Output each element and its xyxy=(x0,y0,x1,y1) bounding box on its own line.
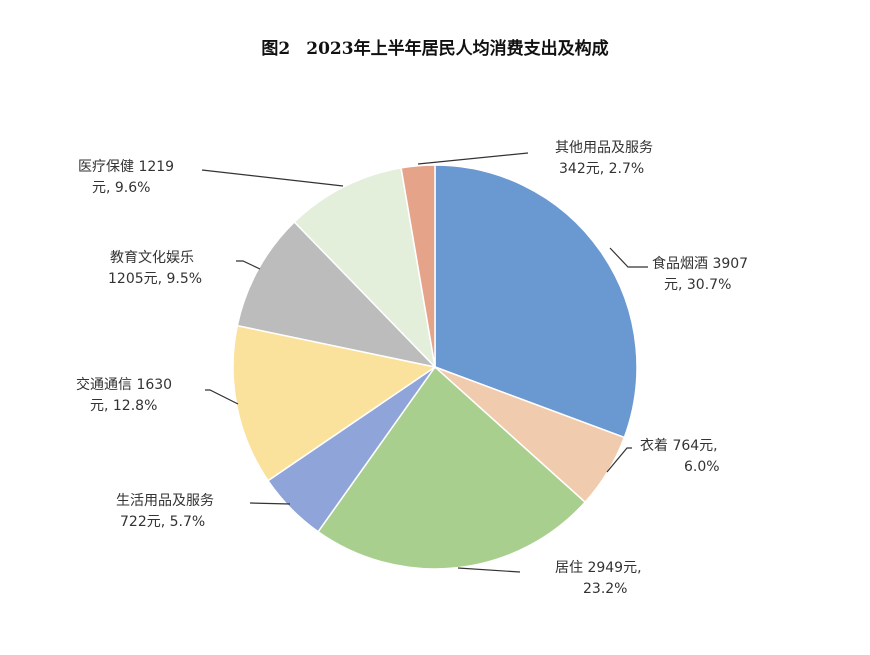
label-line-1: 衣着 764元, xyxy=(640,438,718,454)
label-line-1: 教育文化娱乐 xyxy=(110,250,194,266)
pie-slice-housing xyxy=(317,365,587,570)
slice-label-other: 其他用品及服务 342元, 2.7% xyxy=(555,138,653,180)
label-line-1: 居住 2949元, xyxy=(555,560,642,576)
leader-line-transport xyxy=(205,389,239,405)
label-line-1: 食品烟酒 3907 xyxy=(652,256,749,272)
label-line-2: 元, 30.7% xyxy=(664,277,732,293)
leader-line-clothing xyxy=(606,447,632,473)
slice-label-food: 食品烟酒 3907 元, 30.7% xyxy=(652,254,748,296)
leader-line-education xyxy=(236,260,261,270)
label-line-1: 医疗保健 1219 xyxy=(78,159,175,175)
label-line-2: 722元, 5.7% xyxy=(120,514,206,530)
pie-slice-transport xyxy=(232,324,437,482)
label-line-2: 元, 12.8% xyxy=(90,398,158,414)
slice-label-housing: 居住 2949元, 23.2% xyxy=(555,558,642,600)
pie-slice-medical xyxy=(293,167,437,370)
slice-label-transport: 交通通信 1630 元, 12.8% xyxy=(76,375,172,417)
leader-line-other xyxy=(417,152,529,165)
label-line-2: 6.0% xyxy=(684,459,720,475)
label-line-2: 1205元, 9.5% xyxy=(108,271,203,287)
slice-label-clothing: 衣着 764元, 6.0% xyxy=(640,436,720,478)
leader-line-food xyxy=(609,247,648,268)
label-line-2: 342元, 2.7% xyxy=(559,161,645,177)
slice-label-household: 生活用品及服务 722元, 5.7% xyxy=(116,491,214,533)
leader-line-housing xyxy=(457,567,521,573)
pie-slice-other xyxy=(400,164,436,368)
leader-line-medical xyxy=(201,169,344,187)
label-line-1: 交通通信 1630 xyxy=(76,377,173,393)
label-line-1: 其他用品及服务 xyxy=(555,140,653,156)
pie-slice-food xyxy=(434,164,638,439)
pie-slice-education xyxy=(236,220,438,369)
chart-title: 图2 2023年上半年居民人均消费支出及构成 xyxy=(0,34,870,59)
label-line-2: 23.2% xyxy=(583,581,628,597)
slice-label-education: 教育文化娱乐 1205元, 9.5% xyxy=(108,248,203,290)
label-line-2: 元, 9.6% xyxy=(92,180,151,196)
label-line-1: 生活用品及服务 xyxy=(116,493,214,509)
slice-label-medical: 医疗保健 1219 元, 9.6% xyxy=(78,157,174,199)
leader-line-household xyxy=(249,502,291,505)
leader-lines xyxy=(201,152,648,573)
figure-number: 图2 xyxy=(261,39,291,59)
pie-slices xyxy=(232,164,638,570)
chart-title-text: 2023年上半年居民人均消费支出及构成 xyxy=(306,39,609,59)
